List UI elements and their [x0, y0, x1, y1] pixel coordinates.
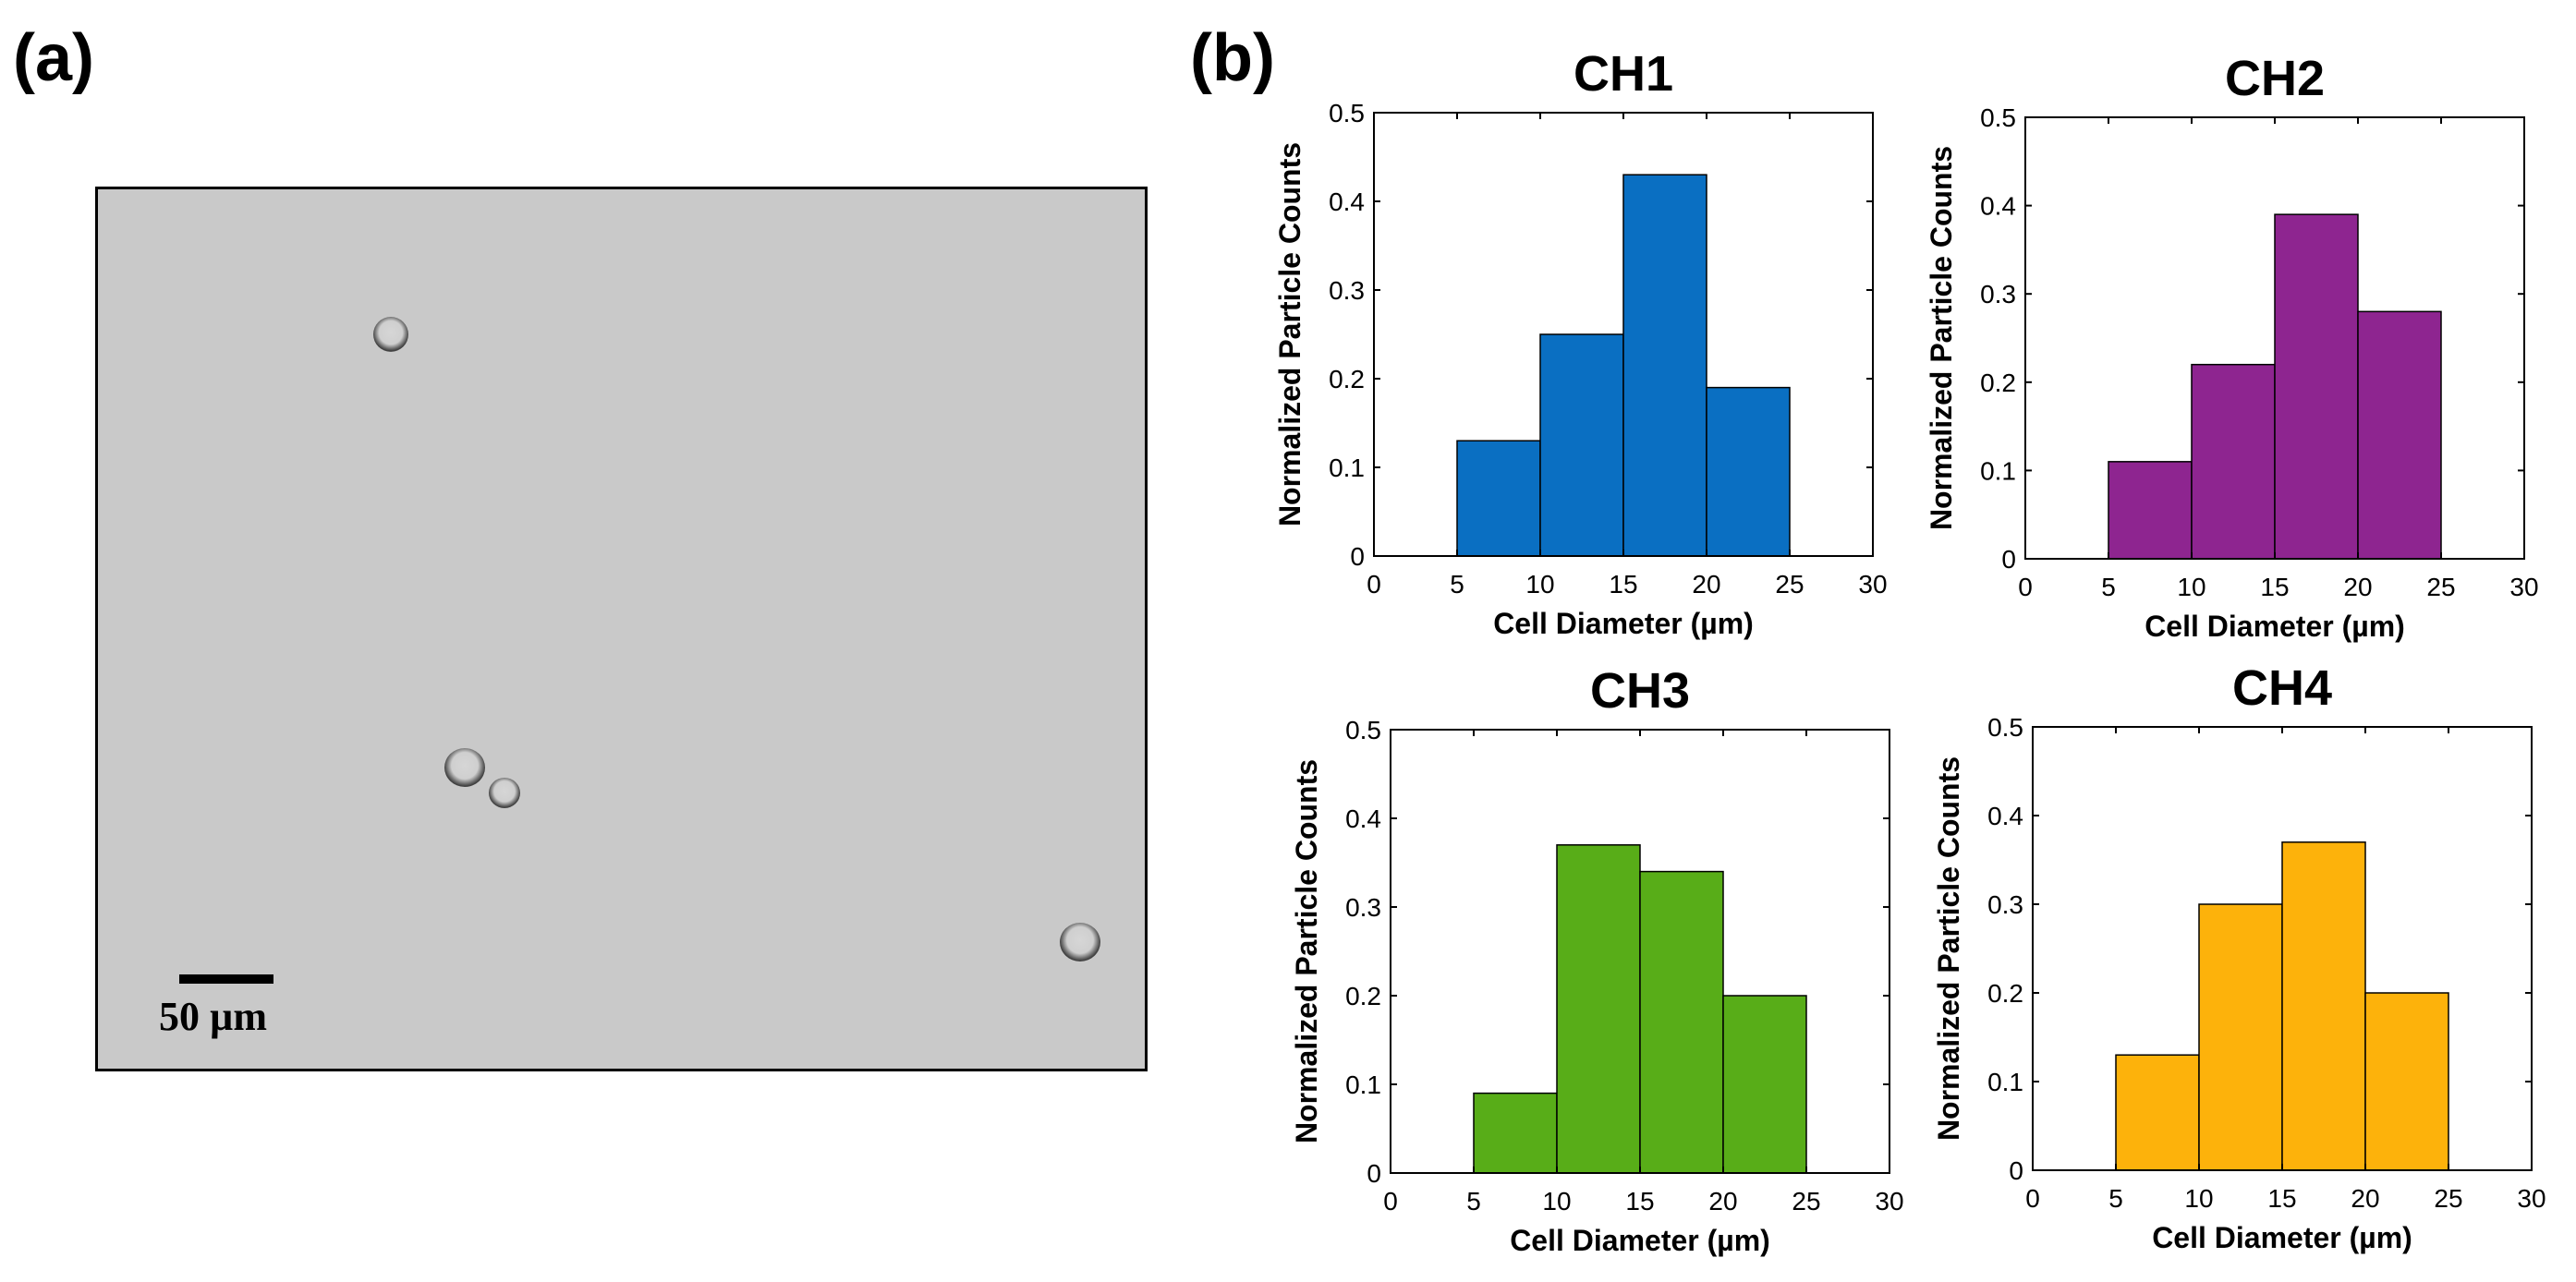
x-tick-label: 20	[2343, 573, 2372, 601]
x-tick-label: 25	[2426, 573, 2455, 601]
y-tick-label: 0.1	[1980, 456, 2016, 485]
y-tick-label: 0.3	[1980, 280, 2016, 308]
histogram-bar	[1622, 174, 1707, 557]
histogram-ch4: 0 5 10 15 20 25 30 0 0.1 0.2 0.3 0.4 0.5 CH4 Cell Diam…	[1932, 660, 2546, 1254]
y-tick-label: 0.2	[1987, 979, 2023, 1008]
y-tick-label: 0.5	[1987, 713, 2023, 742]
cell-particle	[373, 317, 408, 352]
histogram-ch2: 0 5 10 15 20 25 30 0 0.1 0.2 0.3 0.4 0.5 CH2 Cell Diam…	[1925, 51, 2539, 643]
y-tick-label: 0.3	[1345, 893, 1381, 922]
y-tick-label: 0.3	[1987, 890, 2023, 919]
x-tick-label: 10	[1525, 570, 1554, 599]
y-tick-label: 0	[2009, 1156, 2023, 1185]
x-tick-label: 20	[2351, 1184, 2379, 1213]
x-tick-label: 25	[1792, 1187, 1820, 1215]
y-tick-label: 0.1	[1987, 1068, 2023, 1096]
histogram-bar	[2191, 363, 2276, 560]
micrograph-image: 50 µm	[95, 187, 1148, 1071]
chart-title: CH3	[1590, 663, 1690, 719]
x-tick-label: 0	[2018, 573, 2033, 601]
y-tick-label: 0.1	[1345, 1070, 1381, 1099]
y-tick-label: 0.4	[1329, 187, 1365, 216]
y-tick-label: 0.4	[1987, 802, 2023, 830]
x-tick-label: 5	[2101, 573, 2116, 601]
y-tick-label: 0.4	[1345, 804, 1381, 833]
cell-particle	[489, 778, 520, 808]
chart-title: CH1	[1574, 46, 1673, 102]
chart-title: CH4	[2232, 660, 2332, 716]
histogram-bar	[1539, 333, 1624, 557]
histogram-bar	[1556, 844, 1641, 1174]
scale-bar	[179, 974, 273, 984]
x-tick-label: 10	[1542, 1187, 1571, 1215]
x-tick-label: 30	[2517, 1184, 2546, 1213]
cell-particle	[1060, 923, 1100, 962]
histogram-bar	[1706, 386, 1791, 557]
y-axis-label: Normalized Particle Counts	[1925, 146, 1958, 530]
x-tick-label: 20	[1708, 1187, 1737, 1215]
x-axis-label: Cell Diameter (µm)	[2152, 1221, 2412, 1254]
x-tick-label: 10	[2177, 573, 2205, 601]
y-tick-label: 0	[2001, 545, 2016, 574]
x-tick-label: 5	[2108, 1184, 2123, 1213]
histogram-bar	[1456, 440, 1541, 557]
histogram-ch1: 0 5 10 15 20 25 30 0 0.1 0.2 0.3 0.4 0.5 CH1 Cell Diam…	[1273, 46, 1888, 640]
x-tick-label: 0	[1367, 570, 1381, 599]
histogram-bar	[2357, 310, 2442, 560]
y-tick-label: 0.5	[1345, 716, 1381, 744]
histogram-bar	[2364, 992, 2449, 1171]
scale-bar-label: 50 µm	[159, 994, 268, 1039]
x-tick-label: 25	[1775, 570, 1804, 599]
y-tick-label: 0.5	[1329, 99, 1365, 127]
panel-label-a: (a)	[13, 21, 94, 95]
histogram-bar	[2274, 213, 2359, 560]
x-axis-label: Cell Diameter (µm)	[2145, 610, 2405, 643]
y-tick-label: 0.2	[1345, 982, 1381, 1010]
y-tick-label: 0.2	[1329, 365, 1365, 393]
histogram-bar	[1639, 870, 1724, 1174]
y-tick-label: 0.5	[1980, 103, 2016, 132]
y-tick-label: 0.2	[1980, 369, 2016, 397]
y-tick-label: 0.4	[1980, 192, 2016, 221]
histogram-bar	[2281, 841, 2366, 1171]
histogram-bar	[1722, 995, 1807, 1174]
x-tick-label: 20	[1692, 570, 1720, 599]
y-tick-label: 0.1	[1329, 454, 1365, 482]
y-axis-label: Normalized Particle Counts	[1290, 759, 1323, 1143]
x-axis-label: Cell Diameter (µm)	[1510, 1224, 1770, 1257]
x-tick-label: 5	[1466, 1187, 1481, 1215]
y-tick-label: 0	[1367, 1159, 1381, 1188]
histogram-bar	[2108, 461, 2193, 560]
histogram-bar	[1473, 1092, 1558, 1174]
histogram-bar	[2198, 903, 2283, 1171]
x-tick-label: 15	[1609, 570, 1637, 599]
cell-particle	[444, 748, 485, 787]
x-tick-label: 15	[1625, 1187, 1654, 1215]
x-axis-label: Cell Diameter (µm)	[1493, 607, 1754, 640]
histogram-ch3: 0 5 10 15 20 25 30 0 0.1 0.2 0.3 0.4 0.5 CH3 Cell Diam…	[1290, 663, 1904, 1257]
histogram-bar	[2115, 1054, 2200, 1171]
x-tick-label: 30	[1875, 1187, 1903, 1215]
x-tick-label: 30	[2509, 573, 2538, 601]
y-axis-label: Normalized Particle Counts	[1273, 142, 1306, 526]
x-tick-label: 10	[2184, 1184, 2213, 1213]
x-tick-label: 15	[2267, 1184, 2296, 1213]
y-tick-label: 0	[1350, 542, 1365, 571]
chart-title: CH2	[2225, 51, 2325, 106]
y-tick-label: 0.3	[1329, 276, 1365, 305]
panel-label-b: (b)	[1190, 21, 1275, 95]
x-tick-label: 25	[2434, 1184, 2462, 1213]
x-tick-label: 30	[1858, 570, 1887, 599]
x-tick-label: 15	[2260, 573, 2289, 601]
x-tick-label: 5	[1450, 570, 1464, 599]
y-axis-label: Normalized Particle Counts	[1932, 756, 1965, 1141]
x-tick-label: 0	[2025, 1184, 2040, 1213]
x-tick-label: 0	[1383, 1187, 1398, 1215]
